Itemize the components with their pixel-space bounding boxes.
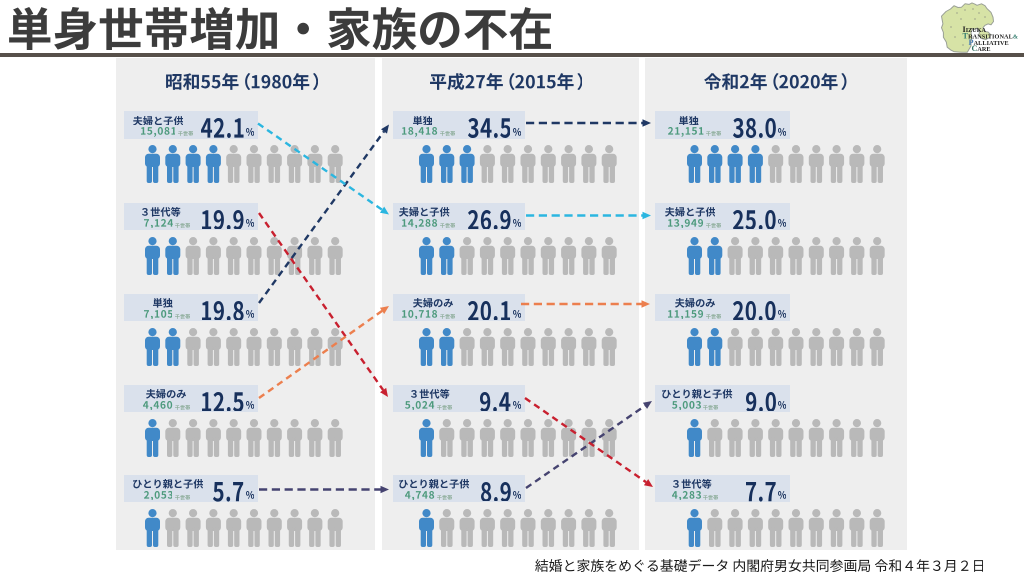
svg-text:PALLIATIVE: PALLIATIVE — [969, 38, 1009, 47]
svg-text:TRANSITIONAL&: TRANSITIONAL& — [963, 31, 1019, 40]
svg-text:CARE: CARE — [972, 44, 991, 53]
svg-text:IIZUKA: IIZUKA — [963, 25, 987, 34]
